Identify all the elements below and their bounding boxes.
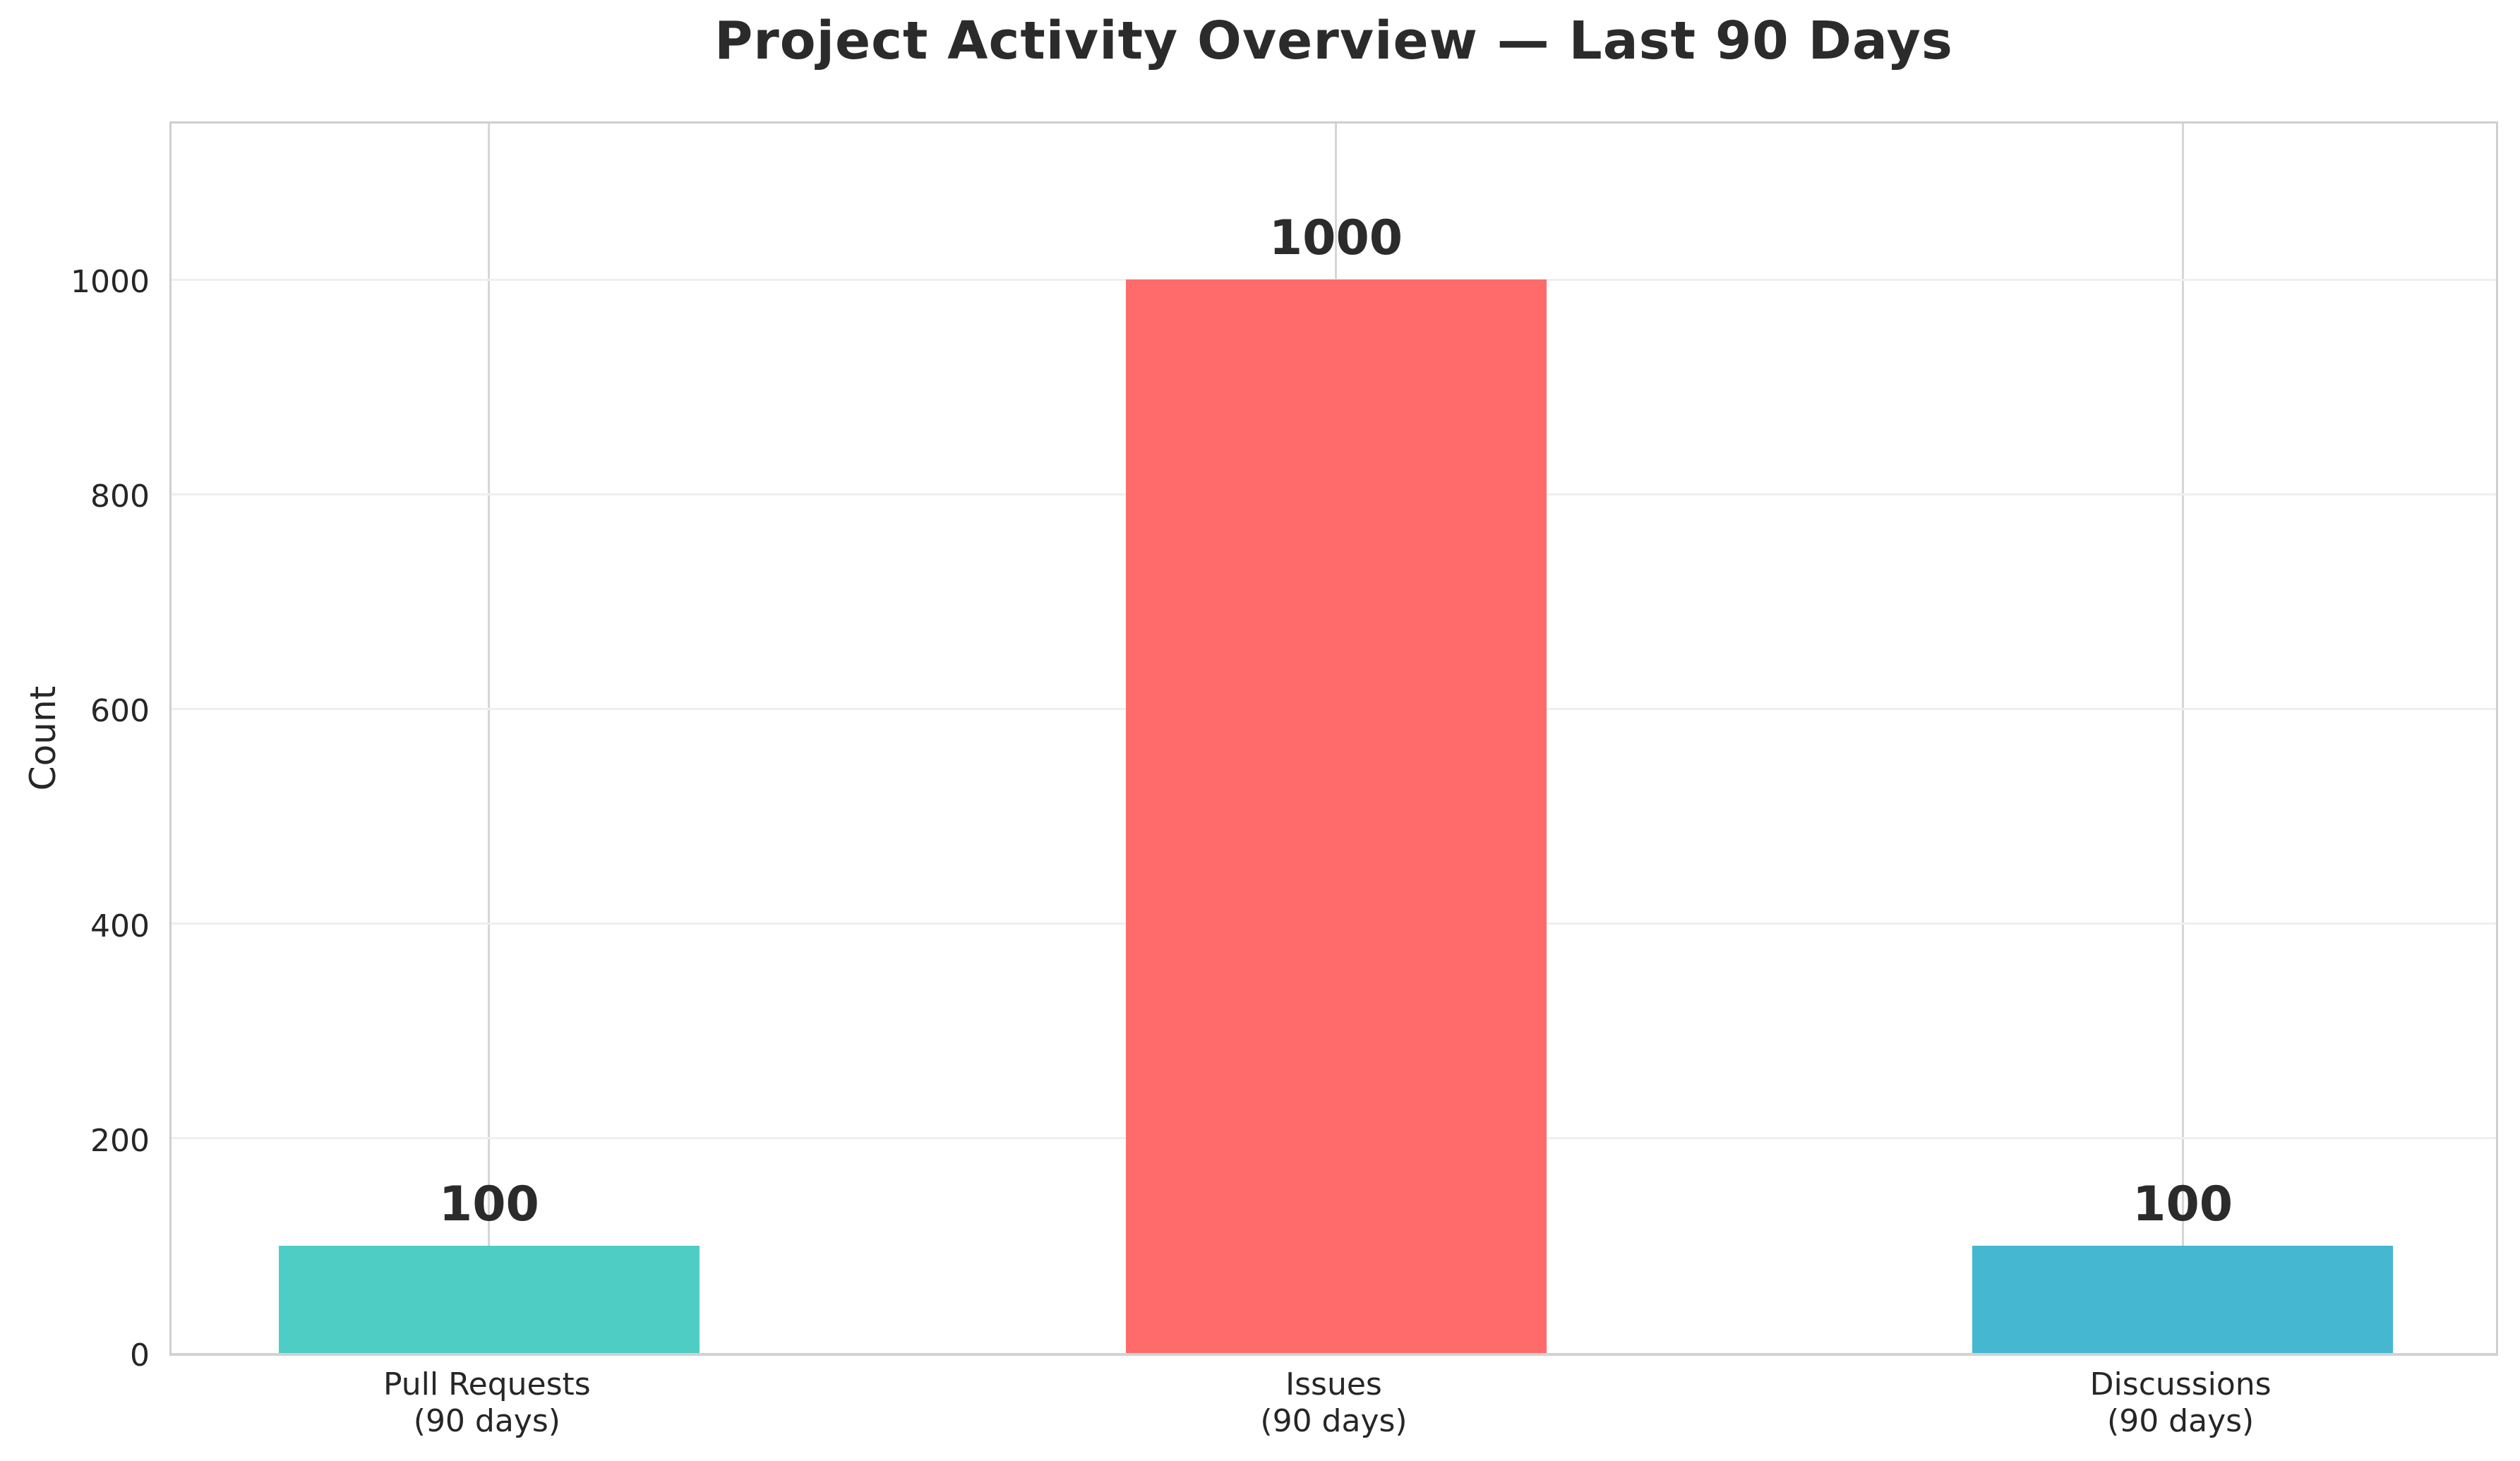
x-tick-label-line: Issues (1285, 1366, 1382, 1402)
x-tick-label-line: Discussions (2089, 1366, 2272, 1402)
vertical-gridline (488, 124, 491, 1353)
bar-value-label-discussions: 100 (2132, 1176, 2233, 1232)
bar-pull-requests (278, 1245, 700, 1353)
y-tick-label: 400 (90, 908, 150, 944)
bar-value-label-issues: 1000 (1268, 210, 1403, 267)
y-tick-label: 0 (130, 1337, 150, 1373)
vertical-gridline (2181, 124, 2184, 1353)
bar-discussions (1972, 1245, 2394, 1353)
x-tick-label-line: (90 days) (413, 1403, 560, 1439)
x-tick-label-line: (90 days) (2107, 1403, 2255, 1439)
plot-area: 100 1000 100 (169, 121, 2498, 1356)
chart-title: Project Activity Overview — Last 90 Days (714, 11, 1953, 71)
x-tick-label-line: (90 days) (1260, 1403, 1408, 1439)
x-tick-label-issues: Issues (90 days) (1260, 1366, 1407, 1440)
y-tick-label: 600 (90, 693, 150, 730)
y-tick-label: 200 (90, 1122, 150, 1159)
bar-value-label-pull-requests: 100 (438, 1176, 539, 1232)
y-tick-label: 800 (90, 479, 150, 515)
x-tick-label-pull-requests: Pull Requests (90 days) (383, 1366, 591, 1440)
x-tick-label-discussions: Discussions (90 days) (2090, 1366, 2272, 1440)
y-tick-label: 1000 (71, 264, 150, 301)
bar-issues (1125, 279, 1547, 1353)
x-tick-label-line: Pull Requests (383, 1366, 591, 1402)
